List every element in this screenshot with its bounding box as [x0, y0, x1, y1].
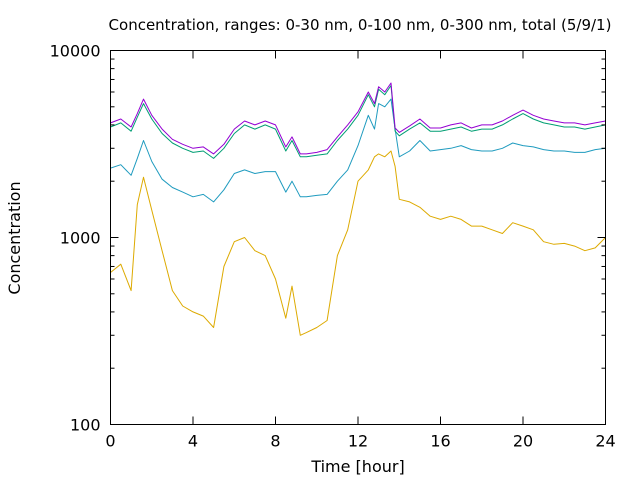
plot-frame — [110, 50, 606, 425]
x-tick-label: 20 — [513, 432, 533, 451]
y-tick-label: 1000 — [60, 229, 101, 248]
chart-title: Concentration, ranges: 0-30 nm, 0-100 nm… — [109, 16, 612, 34]
series-line-3 — [110, 85, 606, 159]
series-line-4 — [110, 82, 606, 155]
series-line-1 — [110, 150, 606, 336]
x-axis-label: Time [hour] — [310, 457, 404, 476]
tick-layer: 0 4 8 12 16 20 24 100 1000 10000 — [50, 42, 616, 451]
x-tick-label: 0 — [105, 432, 115, 451]
series-layer — [110, 82, 606, 336]
x-tick-label: 8 — [270, 432, 280, 451]
series-line-2 — [110, 98, 606, 203]
x-tick-label: 16 — [430, 432, 450, 451]
y-axis-label: Concentration — [5, 181, 24, 294]
y-tick-label: 10000 — [50, 42, 101, 61]
y-tick-label: 100 — [70, 416, 101, 435]
x-tick-label: 12 — [348, 432, 368, 451]
x-tick-label: 24 — [595, 432, 615, 451]
x-tick-label: 4 — [188, 432, 198, 451]
